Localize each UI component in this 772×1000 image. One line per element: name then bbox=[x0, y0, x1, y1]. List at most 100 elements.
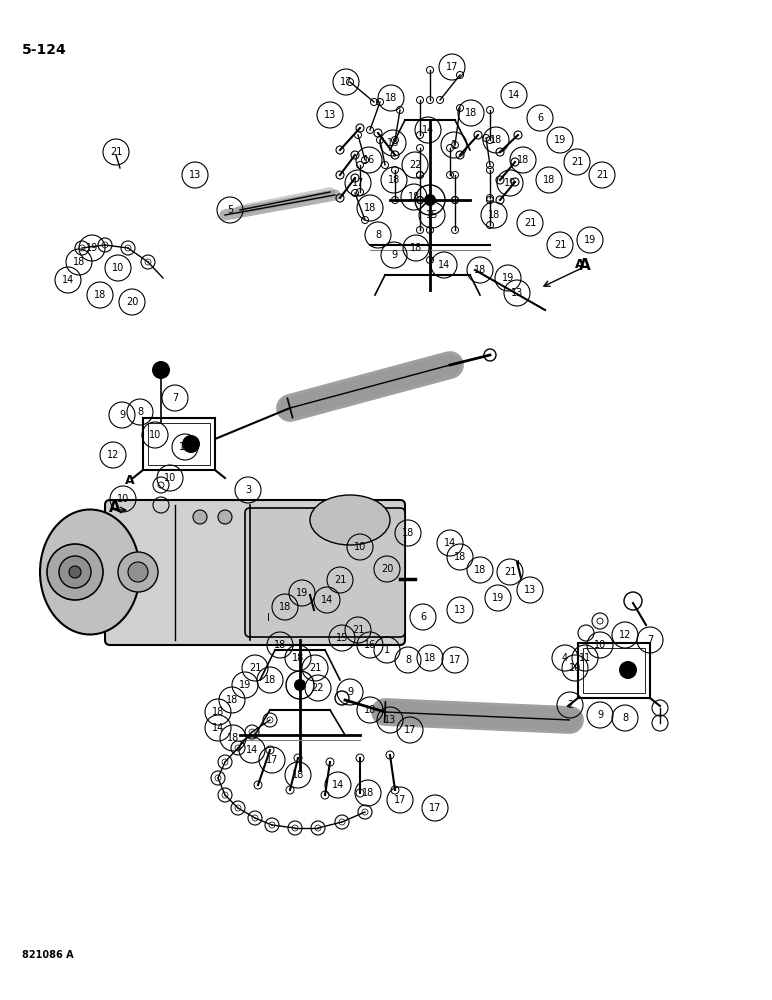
Text: A: A bbox=[575, 258, 585, 271]
Text: A: A bbox=[109, 500, 121, 516]
Text: 18: 18 bbox=[292, 770, 304, 780]
Text: 9: 9 bbox=[391, 250, 397, 260]
Text: 18: 18 bbox=[424, 653, 436, 663]
Text: 8: 8 bbox=[375, 230, 381, 240]
Text: 19: 19 bbox=[296, 588, 308, 598]
Text: 13: 13 bbox=[324, 110, 336, 120]
Text: 22: 22 bbox=[312, 683, 324, 693]
Text: 14: 14 bbox=[62, 275, 74, 285]
Text: 10: 10 bbox=[569, 663, 581, 673]
Ellipse shape bbox=[40, 510, 140, 635]
Text: 18: 18 bbox=[490, 135, 502, 145]
Text: 8: 8 bbox=[622, 713, 628, 723]
Text: 10: 10 bbox=[112, 263, 124, 273]
Text: 18: 18 bbox=[226, 695, 238, 705]
Text: 16: 16 bbox=[363, 155, 375, 165]
Text: 18: 18 bbox=[408, 192, 420, 202]
Text: 17: 17 bbox=[445, 62, 459, 72]
Text: 18: 18 bbox=[227, 733, 239, 743]
Text: 19: 19 bbox=[502, 273, 514, 283]
Text: 18: 18 bbox=[264, 675, 276, 685]
Text: 14: 14 bbox=[438, 260, 450, 270]
Text: 15: 15 bbox=[336, 633, 348, 643]
Text: 18: 18 bbox=[73, 257, 85, 267]
Text: 21: 21 bbox=[596, 170, 608, 180]
FancyBboxPatch shape bbox=[245, 508, 405, 637]
Circle shape bbox=[152, 361, 170, 379]
Text: 18: 18 bbox=[274, 640, 286, 650]
Text: I: I bbox=[516, 560, 520, 570]
Text: 12: 12 bbox=[619, 630, 631, 640]
Text: A: A bbox=[579, 257, 591, 272]
Text: 10: 10 bbox=[149, 430, 161, 440]
Text: 14: 14 bbox=[422, 125, 434, 135]
Text: 18: 18 bbox=[402, 528, 414, 538]
Text: 19: 19 bbox=[584, 235, 596, 245]
Text: 9: 9 bbox=[597, 710, 603, 720]
Circle shape bbox=[118, 552, 158, 592]
Text: 19: 19 bbox=[504, 178, 516, 188]
Text: 3: 3 bbox=[245, 485, 251, 495]
Text: 18: 18 bbox=[454, 552, 466, 562]
Text: 20: 20 bbox=[126, 297, 138, 307]
Text: 18: 18 bbox=[279, 602, 291, 612]
Text: 21: 21 bbox=[554, 240, 566, 250]
Text: 19: 19 bbox=[492, 593, 504, 603]
Text: 21: 21 bbox=[334, 575, 346, 585]
Text: A: A bbox=[125, 474, 135, 487]
Text: 13: 13 bbox=[189, 170, 201, 180]
Ellipse shape bbox=[310, 495, 390, 545]
Text: 21: 21 bbox=[571, 157, 583, 167]
Text: 18: 18 bbox=[388, 175, 400, 185]
Text: 18: 18 bbox=[543, 175, 555, 185]
Text: 18: 18 bbox=[94, 290, 106, 300]
Text: 21: 21 bbox=[352, 625, 364, 635]
Text: 8: 8 bbox=[137, 407, 143, 417]
Text: 11: 11 bbox=[179, 442, 191, 452]
Text: 14: 14 bbox=[508, 90, 520, 100]
Circle shape bbox=[218, 510, 232, 524]
Text: 10: 10 bbox=[354, 542, 366, 552]
Circle shape bbox=[128, 562, 148, 582]
Text: 17: 17 bbox=[266, 755, 278, 765]
Text: 6: 6 bbox=[420, 612, 426, 622]
Text: 10: 10 bbox=[117, 494, 129, 504]
Circle shape bbox=[193, 510, 207, 524]
Text: 21: 21 bbox=[504, 567, 516, 577]
Text: 22: 22 bbox=[408, 160, 422, 170]
Text: 17: 17 bbox=[428, 803, 441, 813]
Text: 18: 18 bbox=[474, 565, 486, 575]
Text: 18: 18 bbox=[517, 155, 529, 165]
Text: 14: 14 bbox=[212, 723, 224, 733]
Text: 1: 1 bbox=[384, 645, 390, 655]
Bar bbox=[583, 648, 645, 693]
Text: 11: 11 bbox=[579, 653, 591, 663]
Text: 19: 19 bbox=[554, 135, 566, 145]
Text: 17: 17 bbox=[340, 77, 352, 87]
Text: 19: 19 bbox=[239, 680, 251, 690]
Text: 18: 18 bbox=[488, 210, 500, 220]
Text: 5: 5 bbox=[227, 205, 233, 215]
Text: 21: 21 bbox=[249, 663, 261, 673]
Text: 13: 13 bbox=[511, 288, 523, 298]
Text: 821086 A: 821086 A bbox=[22, 950, 73, 960]
Text: 18: 18 bbox=[465, 108, 477, 118]
Text: 1: 1 bbox=[451, 140, 457, 150]
Circle shape bbox=[619, 661, 637, 679]
Text: 6: 6 bbox=[537, 113, 543, 123]
Text: 10: 10 bbox=[164, 473, 176, 483]
Bar bbox=[578, 643, 650, 698]
Circle shape bbox=[294, 679, 306, 691]
Circle shape bbox=[47, 544, 103, 600]
Text: 9: 9 bbox=[119, 410, 125, 420]
Circle shape bbox=[59, 556, 91, 588]
Circle shape bbox=[69, 566, 81, 578]
Text: 17: 17 bbox=[404, 725, 416, 735]
Circle shape bbox=[424, 194, 436, 206]
Text: 20: 20 bbox=[381, 564, 393, 574]
Text: 10: 10 bbox=[594, 640, 606, 650]
Text: I: I bbox=[266, 613, 269, 623]
Text: 13: 13 bbox=[524, 585, 536, 595]
Text: 7: 7 bbox=[172, 393, 178, 403]
Text: 18: 18 bbox=[385, 93, 397, 103]
